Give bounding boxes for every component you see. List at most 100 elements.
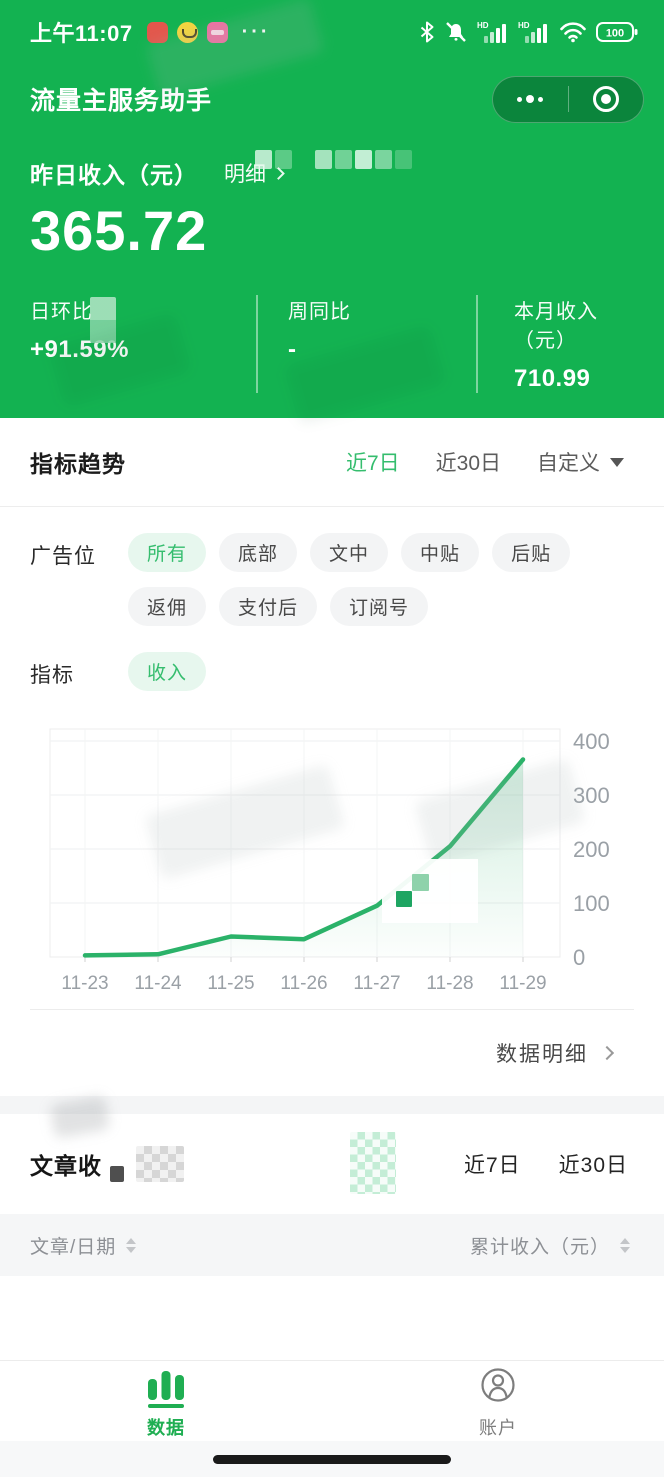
ad-slot-chip-0[interactable]: 所有 [128,533,207,572]
chevron-down-icon [610,457,624,467]
battery-icon: 100 [596,22,638,42]
article-income-header: 文章收 近7日 近30日 [0,1095,664,1214]
sort-icon [620,1237,630,1253]
capsule-more-button[interactable] [493,77,568,122]
ad-slot-chip-3[interactable]: 中贴 [401,533,480,572]
status-time: 上午11:07 [30,21,133,46]
divider [0,506,664,507]
redaction-pixel [110,1166,124,1182]
stat-value: - [288,335,297,363]
notification-icon-yellow [176,21,198,43]
ad-slot-chips: 所有 底部 文中 中贴 后贴返佣 支付后 订阅号 [128,533,640,626]
stat-month-income: 本月收入（元） 710.99 [476,294,634,393]
bluetooth-icon [420,21,434,43]
article-title-text: 文章收 [30,1153,102,1179]
notification-app-icons [146,21,228,43]
ad-slot-chip-7[interactable]: 订阅号 [330,587,429,626]
svg-text:11-23: 11-23 [61,973,108,994]
svg-text:100: 100 [606,28,624,40]
bar-chart-icon [148,1371,184,1408]
svg-text:11-25: 11-25 [207,973,254,994]
article-tab-last-7-days[interactable]: 近7日 [463,1154,521,1177]
section-divider [0,1096,664,1114]
svg-text:400: 400 [573,729,610,754]
svg-text:HD: HD [477,21,489,30]
stat-label: 本月收入（元） [514,300,598,352]
metric-chips: 收入 [128,652,640,691]
tab-last-7-days[interactable]: 近7日 [345,452,400,475]
ad-slot-chip-5[interactable]: 返佣 [128,587,207,626]
metric-label: 指标 [30,664,74,687]
capsule-home-button[interactable] [569,77,644,122]
stat-label: 周同比 [288,300,351,323]
svg-text:100: 100 [573,891,610,916]
yesterday-income-label: 昨日收入（元） [30,162,198,188]
page-title: 流量主服务助手 [30,87,213,115]
article-section-title: 文章收 [30,1146,184,1182]
custom-range-label: 自定义 [537,452,600,475]
ad-slot-filter-row: 广告位 所有 底部 文中 中贴 后贴 返佣 支付后 订阅号 [0,533,664,626]
chevron-right-icon [599,1045,615,1061]
more-icon [517,95,544,103]
svg-text:HD: HD [518,21,530,30]
stat-value: 710.99 [514,364,591,392]
income-summary: 昨日收入（元） 明细 365.72 日环比 +91.59% 周同比 - [0,130,664,393]
status-more-icon: ··· [241,20,271,43]
redaction-mosaic [136,1146,184,1182]
ad-slot-chip-6[interactable]: 支付后 [219,587,318,626]
ad-slot-chip-4[interactable]: 后贴 [492,533,571,572]
signal-icon-sim1: HD [477,21,506,43]
tab-account[interactable]: 账户 [332,1361,664,1441]
data-detail-row: 数据明细 [0,0,664,1096]
svg-text:11-27: 11-27 [353,973,400,994]
ad-slot-chip-2[interactable]: 文中 [310,533,389,572]
tab-label: 数据 [147,1418,185,1438]
yesterday-income-amount: 365.72 [30,199,208,262]
column-label: 文章/日期 [30,1236,117,1258]
tab-data[interactable]: 数据 [0,1361,332,1441]
mute-bell-icon [446,22,466,42]
svg-text:300: 300 [573,783,610,808]
income-trend-chart: 0 100 200 300 400 11-23 11-24 11-25 11-26 11-27 11… [30,709,634,1009]
tab-last-30-days[interactable]: 近30日 [435,452,501,475]
column-header-article-date[interactable]: 文章/日期 [30,1232,137,1259]
trend-section-header: 指标趋势 近7日 近30日 自定义 [0,418,664,506]
signal-icon-sim2: HD [518,21,547,43]
data-detail-link[interactable]: 数据明细 [496,1043,588,1066]
home-indicator-area [0,1441,664,1477]
redaction-pixel [412,874,429,891]
capsule-divider [567,86,569,112]
line-chart: 0 100 200 300 400 11-23 11-24 11-25 11-26 11-27 11… [49,728,610,994]
stat-value: +91.59% [30,335,129,363]
article-tab-last-30-days[interactable]: 近30日 [558,1154,628,1177]
bottom-tab-bar: 数据 账户 [0,1360,664,1477]
wechat-capsule [492,75,644,123]
redaction-mosaic [350,1132,396,1194]
column-header-total-income[interactable]: 累计收入（元） [470,1232,630,1259]
metric-chip-0[interactable]: 收入 [128,652,207,691]
redaction-patch [90,296,116,343]
trend-range-tabs: 近7日 近30日 自定义 [346,447,624,477]
app-header: 流量主服务助手 [0,58,664,130]
redaction-pixel [396,891,412,907]
ad-slot-chip-1[interactable]: 底部 [219,533,298,572]
tab-custom-range[interactable]: 自定义 [537,447,624,477]
person-icon [481,1368,515,1402]
svg-text:11-28: 11-28 [426,973,473,994]
tab-label: 账户 [479,1418,517,1438]
home-indicator[interactable] [213,1454,451,1464]
trend-title: 指标趋势 [30,451,126,477]
stat-label: 日环比 [30,300,93,323]
income-stats-row: 日环比 +91.59% 周同比 - 本月收入（元） 710.99 [30,294,634,393]
redacted-account-name [255,150,412,169]
home-circle-icon [592,86,619,112]
column-label: 累计收入（元） [469,1236,610,1258]
svg-text:11-26: 11-26 [280,973,327,994]
article-range-tabs: 近7日 近30日 [464,1149,628,1179]
article-table-header: 文章/日期 累计收入（元） [0,1214,664,1276]
notification-icon-pink [206,21,228,43]
sort-icon [126,1237,137,1253]
green-header-section: 上午11:07 ··· HD [0,0,664,425]
metric-filter-row: 指标 收入 [0,652,664,691]
